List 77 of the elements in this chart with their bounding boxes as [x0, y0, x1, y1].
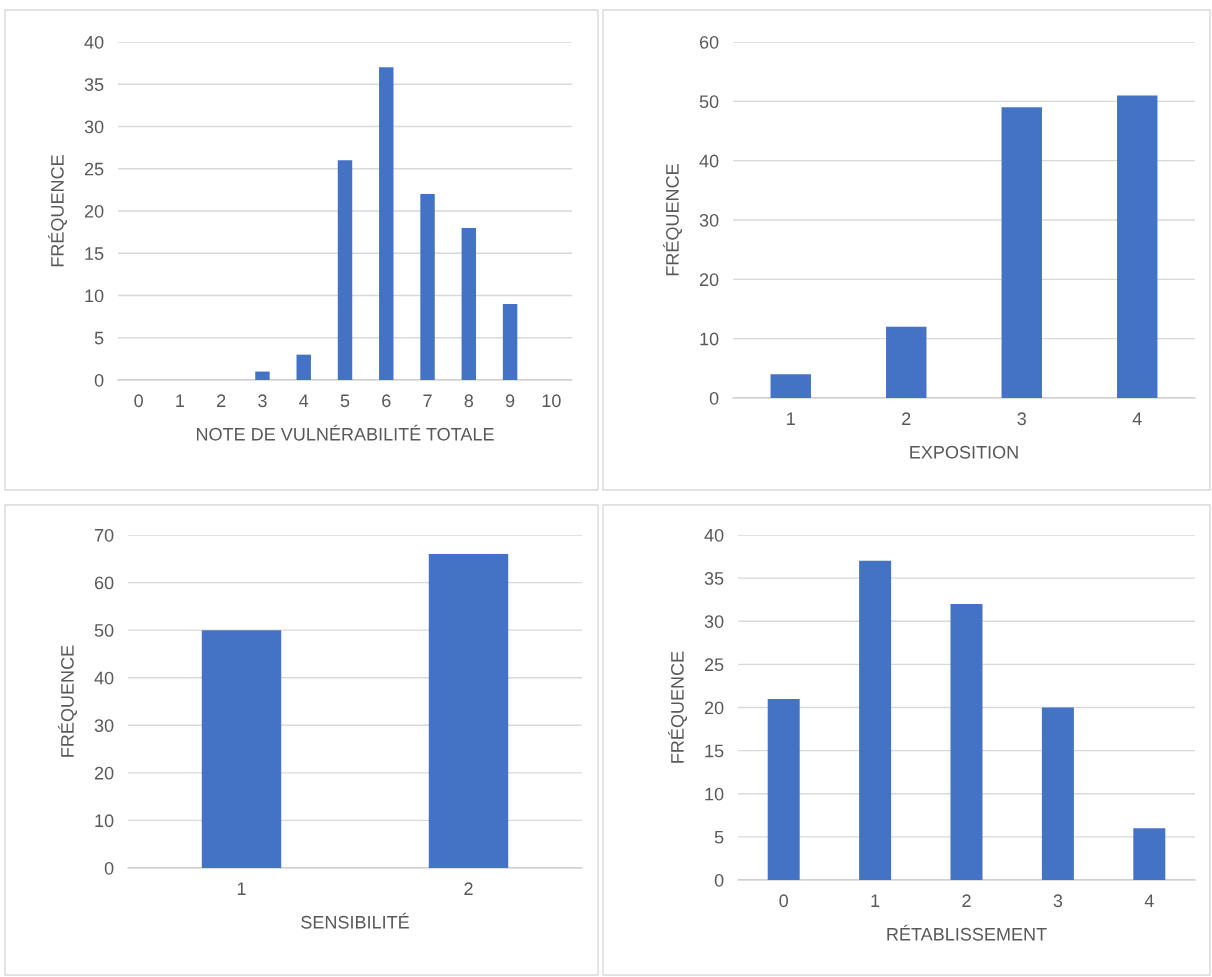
y-axis-title: FRÉQUENCE	[57, 645, 78, 757]
bar	[1001, 107, 1042, 398]
y-tick-label: 50	[94, 624, 114, 637]
bar	[461, 227, 477, 380]
y-tick-label: 0	[104, 861, 114, 875]
y-tick-label: 15	[85, 247, 104, 260]
bar	[296, 354, 311, 380]
y-tick-label: 20	[699, 273, 719, 287]
x-tick-label: 6	[382, 394, 391, 408]
y-tick-label: 10	[95, 814, 114, 828]
x-tick-label: 4	[1132, 412, 1142, 425]
x-tick-label: 2	[962, 894, 971, 907]
y-tick-label: 40	[84, 35, 104, 49]
bar	[379, 67, 394, 380]
x-tick-label: 4	[1144, 894, 1154, 907]
y-axis-title: FRÉQUENCE	[667, 651, 688, 763]
y-tick-label: 10	[700, 332, 719, 346]
x-tick-label: 1	[176, 394, 185, 407]
x-tick-label: 1	[787, 412, 795, 425]
x-tick-label: 3	[258, 394, 267, 408]
x-axis-title: SENSIBILITÉ	[301, 912, 409, 929]
y-tick-label: 30	[94, 719, 114, 733]
x-tick-label: 0	[134, 394, 143, 408]
bar	[420, 194, 435, 380]
bar	[886, 326, 927, 398]
y-tick-label: 40	[704, 528, 724, 542]
bar	[1117, 95, 1158, 398]
bar	[337, 160, 353, 380]
x-tick-label: 3	[1053, 894, 1063, 908]
x-axis-title: RÉTABLISSEMENT	[887, 924, 1047, 941]
y-tick-label: 15	[705, 744, 724, 758]
y-tick-label: 40	[699, 154, 719, 168]
y-tick-label: 30	[704, 615, 724, 628]
bar	[255, 371, 270, 380]
y-tick-label: 5	[714, 831, 724, 844]
bar	[1133, 828, 1166, 880]
y-tick-label: 35	[84, 78, 104, 91]
y-axis-title: FRÉQUENCE	[47, 155, 68, 267]
bar	[950, 604, 983, 880]
y-tick-label: 0	[94, 373, 104, 387]
x-axis-title: NOTE DE VULNÉRABILITÉ TOTALE	[196, 424, 494, 441]
y-tick-label: 25	[704, 658, 724, 672]
y-axis-title: FRÉQUENCE	[662, 164, 683, 276]
x-tick-label: 2	[217, 394, 226, 407]
bar	[767, 698, 800, 880]
x-tick-label: 7	[423, 394, 432, 407]
bar	[859, 560, 892, 880]
x-tick-label: 5	[340, 394, 350, 408]
y-tick-label: 20	[704, 701, 724, 715]
x-tick-label: 10	[542, 394, 561, 408]
x-axis-title: EXPOSITION	[910, 445, 1018, 459]
y-tick-label: 10	[705, 787, 724, 801]
y-tick-label: 50	[699, 95, 719, 109]
y-tick-label: 10	[85, 289, 104, 303]
x-tick-label: 0	[779, 894, 789, 908]
y-tick-label: 30	[699, 213, 719, 227]
y-tick-label: 60	[94, 576, 114, 590]
y-tick-label: 5	[94, 331, 104, 345]
bar	[502, 303, 518, 380]
y-tick-label: 60	[699, 35, 719, 49]
x-tick-label: 8	[464, 394, 474, 408]
x-tick-label: 1	[237, 882, 246, 895]
bar	[770, 374, 811, 398]
x-tick-label: 2	[464, 882, 473, 895]
y-tick-label: 25	[84, 162, 104, 176]
bar	[1041, 707, 1074, 880]
x-tick-label: 9	[505, 394, 515, 408]
x-tick-label: 1	[871, 894, 880, 907]
x-tick-label: 2	[902, 412, 911, 425]
y-tick-label: 40	[94, 671, 114, 685]
x-tick-label: 4	[299, 394, 309, 407]
x-tick-label: 3	[1017, 412, 1026, 426]
y-tick-label: 20	[94, 766, 114, 780]
y-tick-label: 35	[704, 572, 724, 585]
y-tick-label: 70	[94, 528, 114, 542]
y-tick-label: 30	[84, 120, 104, 134]
y-tick-label: 20	[84, 204, 104, 218]
